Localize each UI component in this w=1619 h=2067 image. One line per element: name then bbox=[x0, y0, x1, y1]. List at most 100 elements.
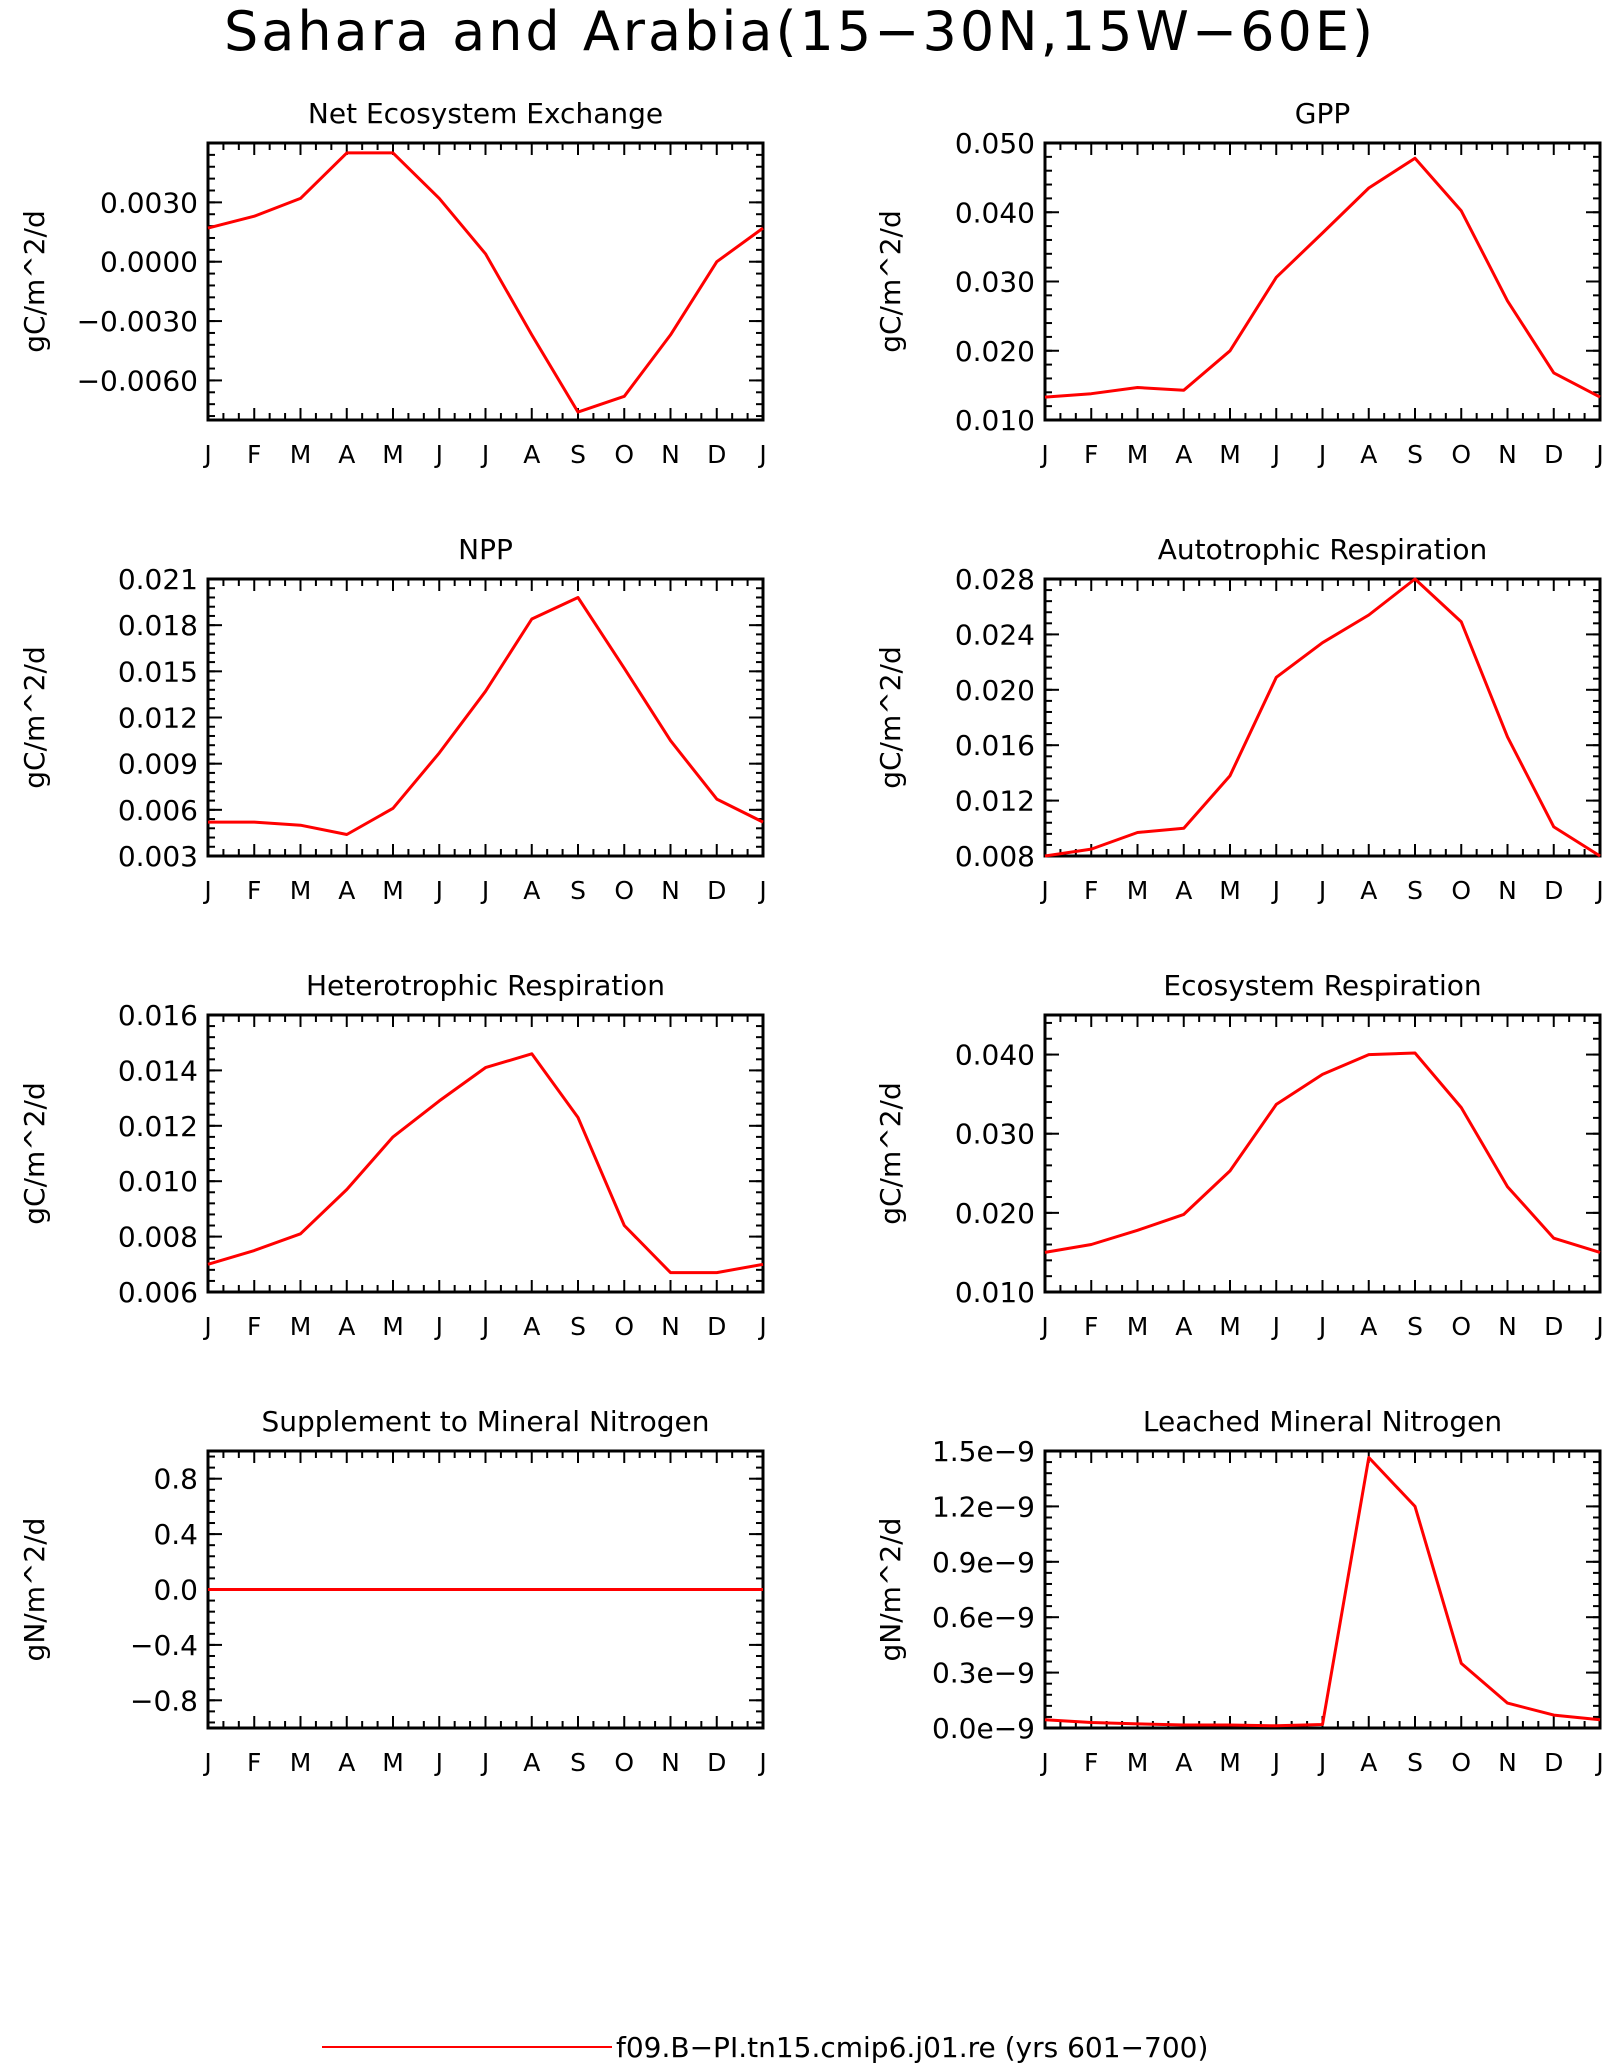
x-tick-label: N bbox=[661, 1748, 680, 1777]
x-tick-label: D bbox=[707, 876, 726, 905]
x-tick-label: J bbox=[757, 1748, 766, 1777]
panel-title: Supplement to Mineral Nitrogen bbox=[262, 1405, 710, 1438]
chart-panel: J F M A M J J A S O N D J0.0210.0180.0150.0120.0090.… bbox=[18, 533, 767, 905]
series-line bbox=[1044, 577, 1601, 858]
y-tick-label: 0.028 bbox=[955, 563, 1035, 596]
x-tick-label: S bbox=[570, 876, 586, 905]
series-line bbox=[1044, 156, 1601, 399]
x-tick-label: N bbox=[661, 1312, 680, 1341]
x-tick-label: N bbox=[1498, 440, 1517, 469]
chart-panel: J F M A M J J A S O N D J0.0400.0300.0200.010Ecosyst… bbox=[874, 969, 1604, 1341]
x-tick-label: J bbox=[1039, 440, 1048, 469]
plot-frame bbox=[1043, 141, 1602, 422]
x-tick-label: D bbox=[1544, 1312, 1563, 1341]
x-tick-label: J bbox=[757, 1312, 766, 1341]
y-tick-label: 0.016 bbox=[955, 729, 1035, 762]
y-tick-label: −0.0060 bbox=[77, 364, 198, 397]
series-line bbox=[1044, 1456, 1601, 1728]
plot-frame bbox=[1043, 1013, 1602, 1294]
y-axis-label: gC/m^2/d bbox=[874, 1082, 907, 1225]
y-tick-label: 0.018 bbox=[118, 609, 198, 642]
x-tick-label: M bbox=[290, 440, 312, 469]
x-tick-label: F bbox=[1084, 440, 1098, 469]
x-tick-label: J bbox=[1271, 876, 1280, 905]
x-tick-label: J bbox=[202, 1748, 211, 1777]
x-tick-label: J bbox=[1271, 1748, 1280, 1777]
y-axis-label: gC/m^2/d bbox=[18, 646, 51, 789]
y-tick-label: 0.4 bbox=[153, 1518, 198, 1551]
x-tick-label: N bbox=[661, 876, 680, 905]
x-tick-label: S bbox=[1407, 1748, 1423, 1777]
x-tick-label: M bbox=[1219, 876, 1241, 905]
x-tick-label: M bbox=[290, 1312, 312, 1341]
x-tick-label: J bbox=[434, 440, 443, 469]
panel-title: Heterotrophic Respiration bbox=[306, 969, 665, 1002]
x-tick-label: J bbox=[1039, 876, 1048, 905]
x-tick-label: J bbox=[480, 1312, 489, 1341]
x-tick-label: N bbox=[1498, 876, 1517, 905]
x-tick-label: O bbox=[614, 876, 634, 905]
x-tick-label: O bbox=[1451, 1748, 1471, 1777]
y-tick-label: 0.009 bbox=[118, 748, 198, 781]
x-tick-label: S bbox=[570, 1312, 586, 1341]
x-tick-label: M bbox=[1127, 1748, 1149, 1777]
x-tick-label: N bbox=[661, 440, 680, 469]
y-tick-label: 0.3e−9 bbox=[932, 1657, 1035, 1690]
x-tick-label: A bbox=[1175, 876, 1192, 905]
chart-panel: J F M A M J J A S O N D J0.0500.0400.0300.0200.010GP… bbox=[874, 97, 1604, 469]
x-tick-label: O bbox=[614, 1748, 634, 1777]
y-tick-label: 0.9e−9 bbox=[932, 1546, 1035, 1579]
x-tick-label: S bbox=[570, 440, 586, 469]
x-tick-label: M bbox=[1219, 1748, 1241, 1777]
series-line bbox=[1044, 1051, 1601, 1254]
y-tick-label: 0.012 bbox=[118, 1110, 198, 1143]
x-tick-label: O bbox=[1451, 1312, 1471, 1341]
panel-title: Ecosystem Respiration bbox=[1163, 969, 1481, 1002]
x-tick-label: S bbox=[570, 1748, 586, 1777]
x-tick-label: A bbox=[338, 876, 355, 905]
plot-frame bbox=[206, 141, 765, 422]
x-tick-label: J bbox=[757, 440, 766, 469]
x-tick-label: J bbox=[434, 1312, 443, 1341]
plot-frame bbox=[1043, 1449, 1602, 1730]
series-line bbox=[208, 596, 764, 836]
y-tick-label: 0.8 bbox=[153, 1463, 198, 1496]
chart-panel: J F M A M J J A S O N D J0.80.40.0−0.4−0.8Supplement… bbox=[18, 1405, 767, 1777]
y-tick-label: 0.012 bbox=[955, 785, 1035, 818]
x-tick-label: A bbox=[523, 1748, 540, 1777]
x-tick-label: J bbox=[1594, 440, 1603, 469]
x-tick-label: A bbox=[1175, 1312, 1192, 1341]
x-tick-label: M bbox=[1127, 440, 1149, 469]
panel-title: GPP bbox=[1295, 97, 1350, 130]
chart-panel: J F M A M J J A S O N D J0.0160.0140.0120.0100.0080.… bbox=[18, 969, 767, 1341]
y-tick-label: 0.014 bbox=[118, 1054, 198, 1087]
x-tick-label: O bbox=[614, 440, 634, 469]
y-tick-label: 0.008 bbox=[118, 1221, 198, 1254]
y-tick-label: 0.040 bbox=[955, 1039, 1035, 1072]
y-tick-label: 0.024 bbox=[955, 618, 1035, 651]
x-tick-label: M bbox=[1127, 1312, 1149, 1341]
x-tick-label: J bbox=[1594, 876, 1603, 905]
chart-panel: J F M A M J J A S O N D J0.0280.0240.0200.0160.0120.… bbox=[874, 533, 1604, 905]
x-tick-label: A bbox=[1175, 1748, 1192, 1777]
x-tick-label: O bbox=[614, 1312, 634, 1341]
x-tick-label: M bbox=[290, 1748, 312, 1777]
x-tick-label: J bbox=[1271, 440, 1280, 469]
x-tick-label: J bbox=[434, 1748, 443, 1777]
series-line bbox=[207, 1052, 764, 1275]
y-tick-label: 0.0000 bbox=[100, 246, 198, 279]
x-tick-label: M bbox=[382, 1312, 404, 1341]
y-tick-label: 0.006 bbox=[118, 794, 198, 827]
x-tick-label: N bbox=[1498, 1748, 1517, 1777]
y-axis-label: gN/m^2/d bbox=[18, 1518, 51, 1662]
x-tick-label: J bbox=[202, 1312, 211, 1341]
x-tick-label: J bbox=[1317, 1312, 1326, 1341]
x-tick-label: J bbox=[1039, 1312, 1048, 1341]
x-tick-label: J bbox=[202, 876, 211, 905]
y-tick-label: −0.8 bbox=[130, 1684, 198, 1717]
y-axis-label: gN/m^2/d bbox=[874, 1518, 907, 1662]
figure-title: Sahara and Arabia(15−30N,15W−60E) bbox=[224, 0, 1376, 63]
x-tick-label: D bbox=[707, 1748, 726, 1777]
legend: f09.B−PI.tn15.cmip6.j01.re (yrs 601−700) bbox=[322, 2031, 1208, 2064]
plot-frame bbox=[1043, 577, 1602, 858]
